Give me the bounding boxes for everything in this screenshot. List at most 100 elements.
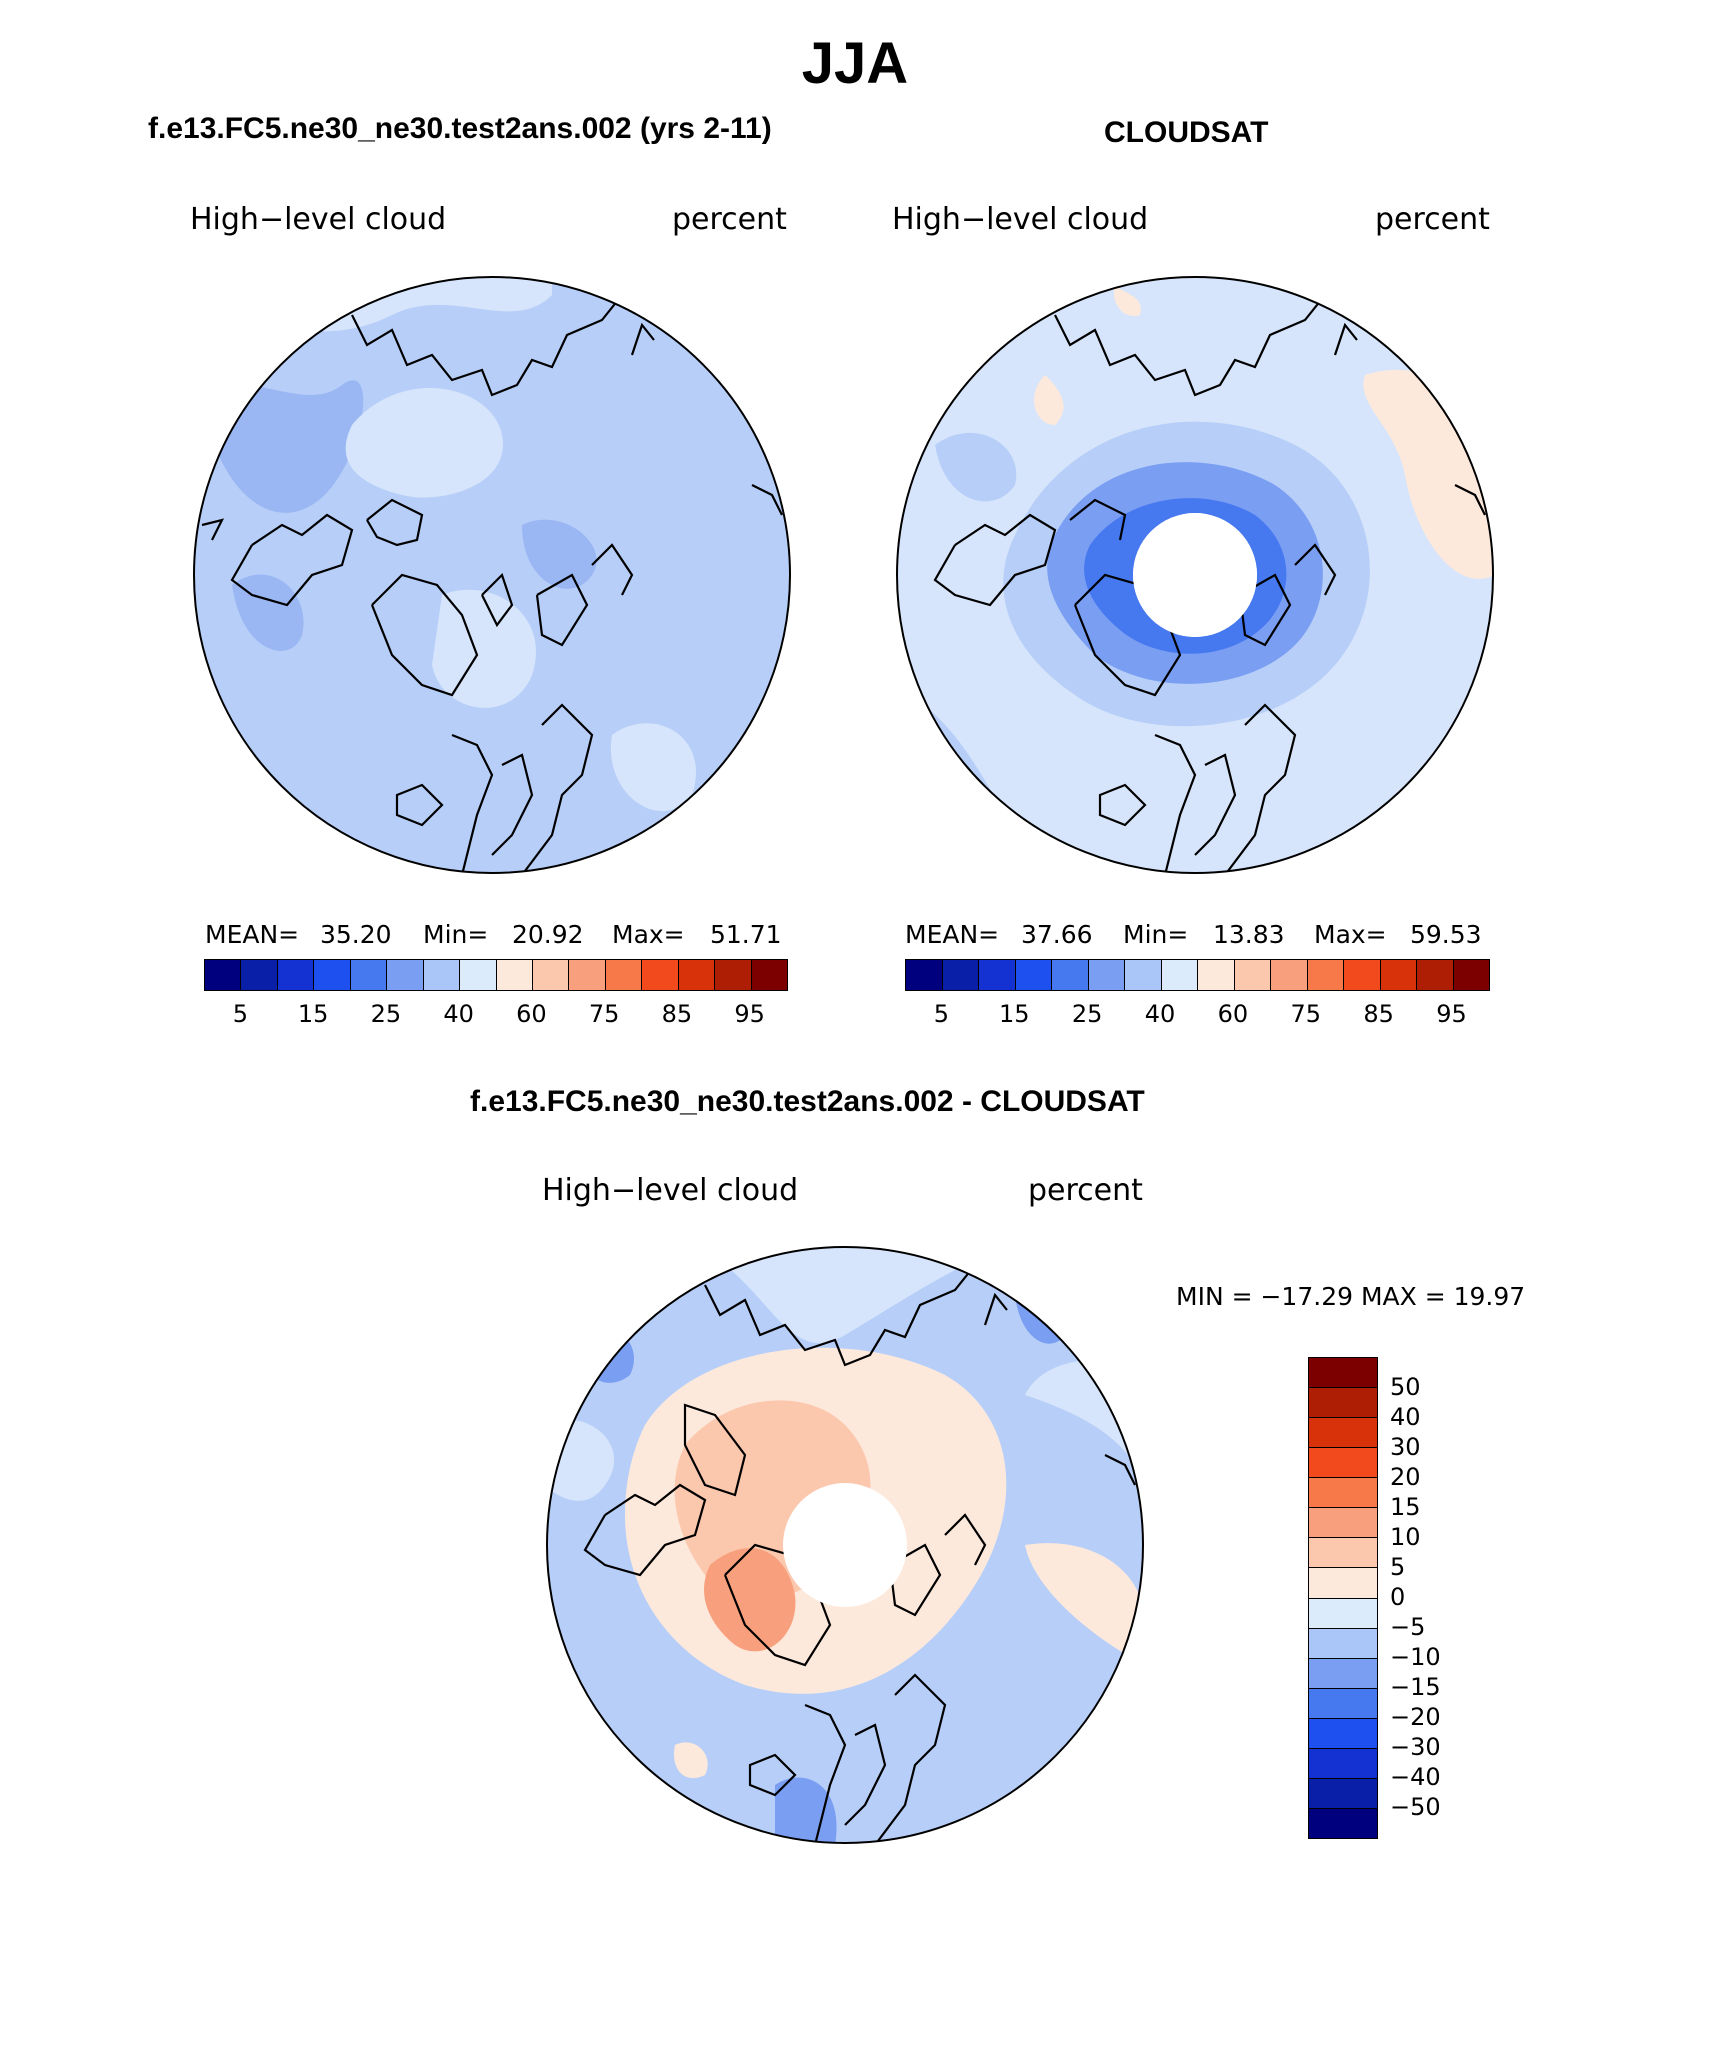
model-colorbar-swatch [423,960,461,990]
obs-min-label: Min= [1123,920,1189,949]
obs-colorbar [905,959,1490,991]
model-colorbar-tick-label: 60 [516,1000,547,1028]
model-colorbar-swatch [751,960,787,990]
diff-colorbar-tick-label: −15 [1390,1673,1441,1701]
model-colorbar-tick-label: 85 [661,1000,693,1028]
diff-colorbar-swatch [1309,1538,1377,1569]
obs-units-label: percent [1375,202,1490,237]
diff-colorbar-tick-label: 40 [1390,1403,1421,1431]
diff-colorbar-swatch [1309,1718,1377,1749]
model-mean-value: 35.20 [320,920,392,949]
obs-max-label: Max= [1314,920,1387,949]
model-colorbar-swatch [241,960,278,990]
model-colorbar-swatch [314,960,351,990]
obs-max-value: 59.53 [1410,920,1482,949]
diff-colorbar-swatch [1309,1358,1377,1389]
model-colorbar-swatch [532,960,570,990]
model-colorbar-tick-label: 95 [734,1000,765,1028]
obs-mean-label: MEAN= [905,920,1000,949]
obs-colorbar-tick-label: 40 [1144,1000,1176,1028]
diff-colorbar-tick-label: −5 [1390,1613,1426,1641]
model-variable-label: High−level cloud [190,202,447,237]
obs-colorbar-tick-label: 95 [1436,1000,1467,1028]
diff-colorbar-swatch [1309,1388,1377,1419]
model-mean-label: MEAN= [205,920,300,949]
diff-colorbar-tick-label: 20 [1390,1463,1421,1491]
model-colorbar-swatch [569,960,606,990]
obs-colorbar-swatch [1015,960,1052,990]
obs-case-title: CLOUDSAT [1104,116,1269,149]
model-colorbar-swatch [205,960,242,990]
obs-colorbar-tick-label: 25 [1071,1000,1103,1028]
obs-mean-value: 37.66 [1021,920,1093,949]
model-max-label: Max= [612,920,685,949]
diff-colorbar-tick-label: −50 [1390,1793,1441,1821]
diff-colorbar-swatch [1309,1748,1377,1779]
diff-colorbar-tick-label: −10 [1390,1643,1441,1671]
obs-colorbar-swatch [1417,960,1454,990]
obs-polar-map [896,276,1494,874]
diff-units-label: percent [1028,1173,1143,1208]
diff-colorbar-swatch [1309,1688,1377,1719]
page-title: JJA [801,31,909,96]
diff-minmax: MIN = −17.29 MAX = 19.97 [1176,1282,1526,1311]
model-colorbar [204,959,788,991]
model-colorbar-tick-label: 40 [443,1000,474,1028]
model-colorbar-swatch [460,960,497,990]
obs-colorbar-swatch [1453,960,1489,990]
obs-colorbar-swatch [1380,960,1417,990]
model-colorbar-tick-label: 25 [370,1000,402,1028]
model-min-value: 20.92 [512,920,584,949]
model-colorbar-swatch [642,960,679,990]
obs-colorbar-swatch [1344,960,1381,990]
model-colorbar-swatch [387,960,424,990]
obs-colorbar-tick-label: 15 [999,1000,1030,1028]
obs-colorbar-swatch [1125,960,1162,990]
diff-colorbar-swatch [1309,1508,1377,1539]
model-colorbar-tick-label: 75 [588,1000,620,1028]
diff-polar-map [546,1246,1144,1844]
diff-variable-label: High−level cloud [542,1173,799,1208]
diff-colorbar-swatch [1309,1778,1377,1809]
model-colorbar-tick-label: 15 [297,1000,329,1028]
diff-colorbar-tick-label: 15 [1390,1493,1421,1521]
model-colorbar-tick-label: 5 [232,1000,249,1028]
diff-colorbar-swatch [1309,1478,1377,1509]
model-colorbar-swatch [350,960,388,990]
diff-colorbar-tick-label: 10 [1390,1523,1421,1551]
obs-colorbar-tick-label: 85 [1363,1000,1394,1028]
obs-colorbar-tick-label: 75 [1290,1000,1322,1028]
diff-colorbar-tick-label: 0 [1390,1583,1406,1611]
obs-variable-label: High−level cloud [892,202,1149,237]
model-case-title: f.e13.FC5.ne30_ne30.test2ans.002 (yrs 2-… [148,112,772,145]
obs-colorbar-tick-label: 60 [1217,1000,1249,1028]
diff-colorbar-tick-label: −20 [1390,1703,1441,1731]
obs-colorbar-swatch [1161,960,1198,990]
model-max-value: 51.71 [710,920,782,949]
diff-colorbar-swatch [1309,1628,1377,1659]
diff-colorbar-tick-label: 5 [1390,1553,1406,1581]
model-colorbar-swatch [277,960,315,990]
obs-colorbar-swatch [1234,960,1271,990]
diff-colorbar-swatch [1309,1568,1377,1599]
diff-colorbar-swatch [1309,1448,1377,1479]
model-colorbar-swatch [678,960,716,990]
diff-colorbar-tick-label: 30 [1390,1433,1421,1461]
model-colorbar-swatch [496,960,533,990]
diff-colorbar-swatch [1309,1598,1377,1629]
diff-colorbar-swatch [1309,1418,1377,1449]
model-units-label: percent [672,202,787,237]
obs-colorbar-swatch [1052,960,1089,990]
obs-colorbar-swatch [942,960,979,990]
obs-colorbar-tick-label: 5 [933,1000,950,1028]
obs-min-value: 13.83 [1213,920,1285,949]
diff-colorbar-swatch [1309,1658,1377,1689]
diff-colorbar-swatch [1309,1808,1377,1838]
diff-colorbar-tick-label: −40 [1390,1763,1441,1791]
obs-colorbar-swatch [979,960,1016,990]
obs-colorbar-swatch [1307,960,1344,990]
obs-colorbar-swatch [1271,960,1308,990]
model-polar-map [193,276,791,874]
model-colorbar-swatch [605,960,643,990]
diff-colorbar [1308,1357,1378,1839]
